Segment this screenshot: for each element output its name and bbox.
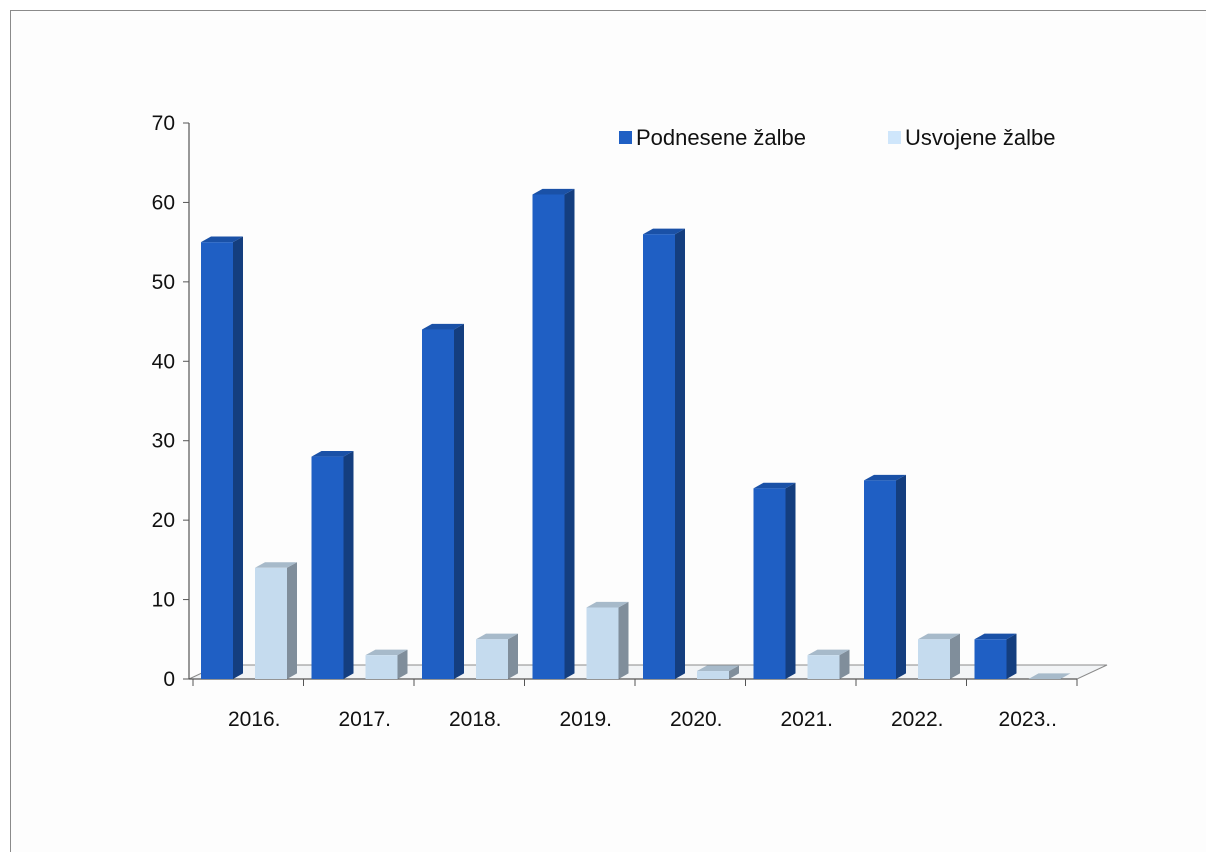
bar-front — [532, 194, 565, 679]
y-tick-label: 10 — [152, 589, 175, 612]
bar-podnesene — [864, 474, 906, 679]
bar-front — [201, 242, 233, 679]
x-tick-label: 2019. — [559, 708, 612, 731]
bar-top — [586, 601, 629, 608]
bar-usvojene — [365, 649, 408, 679]
bar-side — [839, 649, 850, 679]
bar-podnesene — [532, 188, 575, 679]
y-tick-label: 50 — [152, 271, 175, 294]
bar-front — [974, 639, 1007, 679]
bar-side — [233, 236, 243, 680]
bar-front — [807, 655, 840, 679]
bar-side — [1006, 633, 1017, 679]
x-tick-label: 2020. — [670, 708, 723, 731]
y-tick-label: 0 — [163, 668, 175, 691]
x-tick-label: 2023.. — [999, 708, 1057, 731]
bar-podnesene — [422, 323, 464, 679]
bar-side — [950, 633, 960, 679]
bar-podnesene — [201, 236, 243, 680]
bar-top — [697, 665, 739, 672]
legend-label-podnesene: Podnesene žalbe — [636, 125, 806, 150]
bar-side — [675, 228, 685, 679]
bar-front — [422, 329, 454, 679]
x-tick-label: 2017. — [338, 708, 391, 731]
bar-top — [1028, 673, 1071, 679]
bar-side — [343, 451, 354, 679]
bar-top — [476, 633, 518, 640]
y-tick-label: 30 — [152, 430, 175, 453]
bar-top — [311, 451, 354, 457]
bar-side — [729, 665, 739, 679]
bar-front — [255, 567, 287, 679]
y-tick-label: 40 — [152, 350, 175, 373]
legend: Podnesene žalbe Usvojene žalbe — [619, 125, 1055, 150]
bar-podnesene — [753, 482, 796, 679]
bar-front — [753, 488, 786, 679]
bar-front — [311, 456, 344, 679]
bar-top — [753, 482, 796, 489]
bar-top — [974, 633, 1017, 640]
bar-front — [918, 639, 950, 679]
legend-label-usvojene: Usvojene žalbe — [905, 125, 1055, 150]
legend-swatch-podnesene — [619, 131, 632, 144]
bar-front — [365, 655, 398, 679]
bar-side — [397, 649, 408, 679]
bar-usvojene — [255, 562, 297, 679]
bar-top — [643, 228, 685, 235]
bar-front — [586, 607, 619, 679]
bar-top — [807, 649, 850, 656]
x-tick-label: 2018. — [449, 708, 502, 731]
bar-top — [255, 562, 297, 568]
y-tick-label: 20 — [152, 509, 175, 532]
bar-side — [896, 474, 906, 679]
y-tick-label: 60 — [152, 191, 175, 214]
bar-top — [918, 633, 960, 640]
bar-front — [643, 234, 675, 679]
bar-front — [864, 480, 896, 679]
bar-usvojene — [807, 649, 850, 679]
bar-side — [454, 323, 464, 679]
bar-front — [476, 639, 508, 679]
bar-front — [697, 671, 729, 679]
bar-side — [785, 482, 796, 679]
bar-podnesene — [311, 451, 354, 679]
bar-usvojene — [918, 633, 960, 679]
axes: 0 10 20 30 40 50 60 70 2016. 2017. 2018. 2019. 2020.… — [152, 112, 1078, 731]
bar-top — [532, 188, 575, 195]
bar-podnesene — [643, 228, 685, 679]
bar-side — [287, 562, 297, 679]
bar-side — [618, 601, 629, 679]
x-tick-label: 2021. — [780, 708, 833, 731]
bar-top — [365, 649, 408, 656]
chart-frame: 0 10 20 30 40 50 60 70 2016. 2017. 2018. 2019. 2020.… — [10, 10, 1206, 852]
bar-top — [422, 323, 464, 330]
bar-top — [201, 236, 243, 243]
y-tick-label: 70 — [152, 112, 175, 135]
bar-side — [564, 188, 575, 679]
bars — [201, 188, 1071, 680]
bar-usvojene — [697, 665, 739, 679]
x-tick-label: 2016. — [228, 708, 281, 731]
bar-side — [508, 633, 518, 679]
legend-swatch-usvojene — [888, 131, 901, 144]
bar-chart: 0 10 20 30 40 50 60 70 2016. 2017. 2018. 2019. 2020.… — [152, 112, 1108, 731]
bar-podnesene — [974, 633, 1017, 679]
bar-top — [864, 474, 906, 481]
bar-usvojene — [1028, 673, 1071, 679]
bar-usvojene — [586, 601, 629, 679]
bar-usvojene — [476, 633, 518, 679]
x-tick-label: 2022. — [891, 708, 944, 731]
